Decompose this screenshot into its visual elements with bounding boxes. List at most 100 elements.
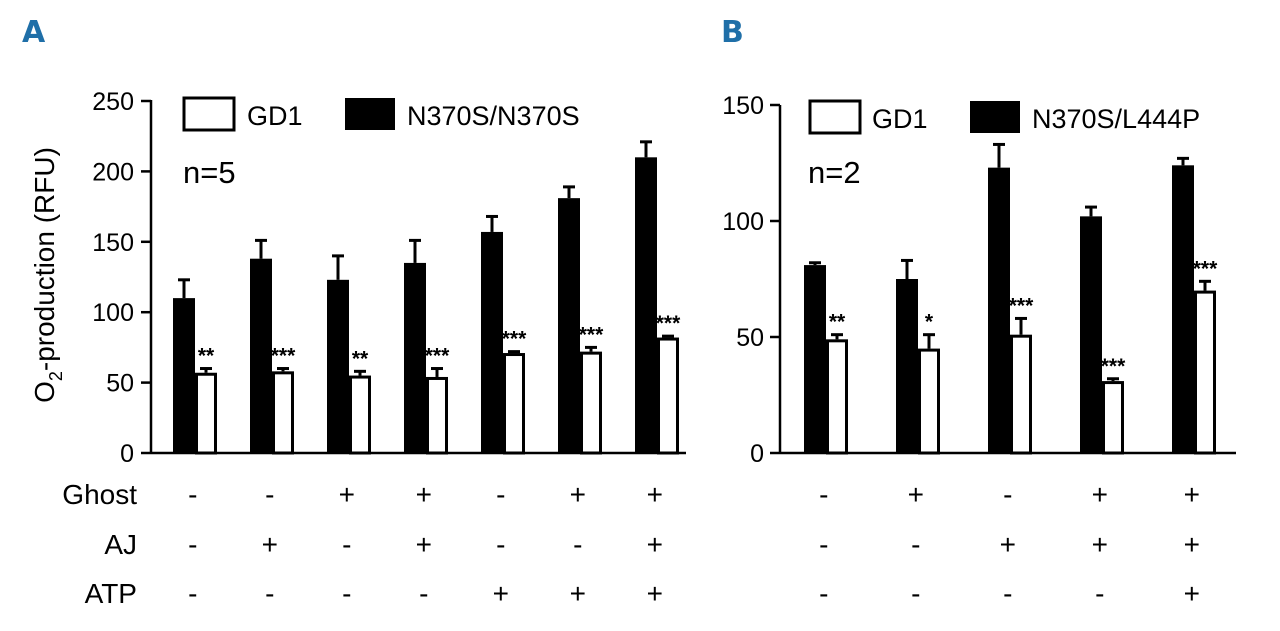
panel-b-errorbar-n370s-l444p-1 [901,258,913,279]
panel-b-condition-1-1: - [911,529,920,560]
panel-a-y-tick-label-4: 200 [92,158,134,186]
panel-b-significance-4: *** [1193,257,1218,280]
panel-a-errorbar-gd1-0 [200,367,212,373]
panel-a-errorbar-n370s-n370s-6 [640,140,652,158]
panel-a-significance-0: ** [198,345,215,368]
panel-b-bar-n370s-l444p-4 [1172,165,1194,453]
panel-a-condition-0-6: + [647,479,663,510]
panel-b-bar-n370s-l444p-3 [1080,216,1102,453]
panel-a-legend-label-gd1: GD1 [247,101,303,131]
panel-a-condition-1-2: - [342,529,351,560]
panel-b-errorbar-n370s-l444p-0 [809,261,821,266]
panel-a-condition-2-6: + [647,578,663,609]
panel-b-significance-0: ** [829,311,846,334]
panel-a-errorbar-gd1-3 [431,367,443,377]
panel-b-y-tick-label-2: 100 [722,208,764,236]
panel-b-errorbar-gd1-0 [831,333,843,340]
panel-b-bar-gd1-3 [1102,381,1124,455]
panel-b-errorbar-gd1-1 [923,333,935,349]
panel-a-row-label-ghost: Ghost [62,479,137,510]
panel-a-significance-3: *** [425,345,450,368]
panel-a-condition-1-0: - [188,529,197,560]
panel-b: B 0 50 100 150 GD1 N370S/L444P n=2 ** ***… [721,15,1236,609]
panel-b-condition-2-4: + [1184,578,1200,609]
panel-a-errorbar-n370s-n370s-2 [332,254,344,280]
panel-a-errorbar-gd1-2 [354,369,366,376]
panel-b-significance-3: *** [1101,355,1126,378]
panel-b-n-label: n=2 [808,155,861,190]
panel-a-errorbar-n370s-n370s-4 [486,214,498,232]
panel-b-legend: GD1 N370S/L444P [808,99,1200,135]
panel-a-row-label-aj: AJ [104,529,137,560]
panel-a-bar-n370s-n370s-5 [558,198,580,453]
panel-a: A O2-production (RFU) 0 50 100 150 200 2… [22,15,686,609]
panel-a-legend-swatch-gd1 [182,96,236,132]
panel-b-condition-2-0: - [819,578,828,609]
panel-b-bar-gd1-4 [1194,290,1216,455]
panel-b-condition-2-3: - [1095,578,1104,609]
panel-b-condition-0-2: - [1003,479,1012,510]
panel-a-bar-n370s-n370s-3 [404,262,426,453]
panel-a-condition-1-4: - [496,529,505,560]
panel-b-bar-gd1-2 [1010,334,1032,455]
panel-a-bar-n370s-n370s-1 [250,258,272,453]
panel-b-errorbar-n370s-l444p-2 [993,142,1005,168]
panel-b-condition-1-2: + [1000,529,1016,560]
panel-a-y-ticks: 0 50 100 150 200 250 [92,88,151,468]
panel-a-significance-2: ** [352,347,369,370]
panel-a-bar-gd1-4 [503,353,525,455]
panel-b-y-tick-label-1: 50 [736,324,764,352]
panel-b-y-tick-label-0: 0 [750,440,764,468]
panel-a-n-label: n=5 [183,155,236,190]
panel-a-condition-0-5: + [570,479,586,510]
panel-a-bar-n370s-n370s-0 [173,298,195,453]
panel-b-letter: B [721,15,744,50]
panel-a-errorbar-n370s-n370s-0 [178,278,190,299]
panel-a-bar-gd1-1 [272,371,294,455]
panel-b-condition-signs: - + - + + - - + + + - - - - + [819,479,1200,609]
panel-b-condition-2-1: - [911,578,920,609]
panel-a-condition-0-1: - [265,479,274,510]
panel-a-condition-0-4: - [496,479,505,510]
panel-a-bar-n370s-n370s-2 [327,279,349,453]
panel-b-errorbar-n370s-l444p-4 [1177,156,1189,166]
panel-a-errorbar-n370s-n370s-5 [563,185,575,199]
panel-a-errorbar-n370s-n370s-1 [255,238,267,259]
panel-b-y-tick-label-3: 150 [722,92,764,120]
panel-a-significance-4: *** [502,328,527,351]
panel-a-legend: GD1 N370S/N370S [182,96,580,132]
panel-b-significance-2: *** [1009,294,1034,317]
panel-a-legend-swatch-n370s-n370s [345,98,395,130]
panel-a-condition-1-6: + [647,529,663,560]
panel-b-errorbar-gd1-4 [1199,279,1211,291]
panel-a-bar-gd1-0 [195,372,217,455]
panel-a-y-tick-label-0: 0 [120,440,134,468]
panel-a-errorbar-gd1-4 [508,350,520,354]
panel-b-condition-0-1: + [908,479,924,510]
panel-a-condition-2-3: - [419,578,428,609]
panel-a-errorbar-gd1-6 [662,334,674,338]
panel-a-bar-gd1-3 [426,376,448,455]
panel-a-y-tick-label-5: 250 [92,88,134,116]
panel-a-row-label-atp: ATP [85,578,137,609]
panel-b-y-ticks: 0 50 100 150 [722,92,780,468]
panel-a-significance-5: *** [579,323,604,346]
panel-a-bar-n370s-n370s-4 [481,231,503,453]
panel-a-condition-1-5: - [573,529,582,560]
panel-a-bars: ** *** ** ****** *** *** [173,140,681,455]
panel-b-bar-n370s-l444p-0 [804,265,826,453]
panel-a-bar-gd1-2 [349,375,371,455]
panel-a-condition-2-5: + [570,578,586,609]
panel-a-errorbar-gd1-5 [585,345,597,352]
panel-b-significance-1: * [925,311,934,334]
panel-b-condition-1-3: + [1092,529,1108,560]
panel-b-legend-swatch-gd1 [808,99,862,135]
panel-a-condition-2-4: + [493,578,509,609]
panel-a-condition-0-3: + [416,479,432,510]
panel-b-errorbar-gd1-2 [1015,316,1027,335]
panel-b-legend-swatch-n370s-l444p [970,101,1020,133]
panel-b-condition-2-2: - [1003,578,1012,609]
panel-a-condition-0-2: + [339,479,355,510]
panel-a-legend-label-n370s-n370s: N370S/N370S [407,101,580,131]
